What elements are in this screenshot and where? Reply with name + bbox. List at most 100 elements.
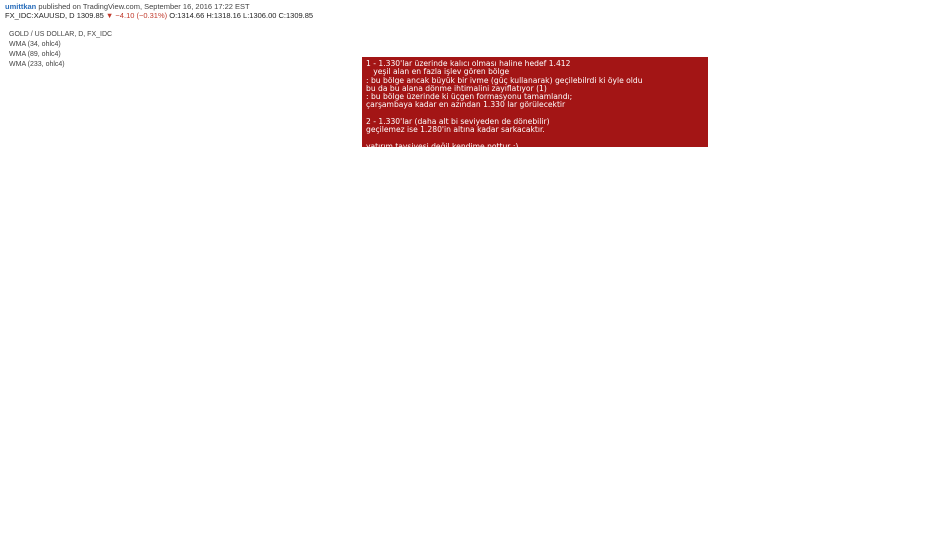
candle-body	[364, 155, 368, 157]
candle-body	[728, 324, 732, 330]
legend-wma89[interactable]: WMA (89, ohlc4)	[9, 51, 61, 58]
time-tick-label: 2012	[159, 537, 174, 544]
candle-body	[496, 275, 500, 279]
candle-body	[118, 93, 122, 104]
candle-body	[860, 228, 864, 232]
candle-body	[540, 249, 544, 252]
candle-body	[428, 257, 432, 268]
candle-body	[644, 265, 648, 269]
legend-wma233[interactable]: WMA (233, ohlc4)	[9, 61, 65, 68]
candle-body	[165, 133, 169, 137]
candle-body	[273, 132, 277, 136]
fib-zone-left-blue	[117, 168, 225, 246]
publish-info: published on TradingView.com, September …	[38, 2, 250, 11]
fib-column-right	[769, 24, 797, 352]
candle-body	[469, 254, 473, 262]
candle-body	[674, 285, 678, 290]
candle-body	[843, 243, 847, 245]
candle-body	[240, 135, 244, 147]
candle-body	[243, 146, 247, 153]
price-tick-label: 1200.00	[903, 281, 927, 288]
candle-body	[813, 261, 817, 271]
candle-body	[459, 238, 463, 245]
candle-body	[374, 166, 378, 176]
candle-body	[769, 283, 773, 290]
candle-body	[226, 122, 230, 125]
candle-body	[668, 282, 672, 287]
price-label: 1412.31	[903, 209, 928, 216]
candle-body	[435, 243, 439, 253]
candle-body	[826, 244, 830, 248]
candle-body	[182, 156, 186, 160]
candle-body	[742, 323, 746, 331]
rsi-band	[0, 410, 900, 490]
candle-body	[556, 252, 560, 258]
candle-body	[401, 224, 405, 228]
price-label: 1309.85	[903, 244, 928, 251]
candle-body	[654, 279, 658, 286]
candle-body	[482, 262, 486, 273]
fib-column-right-blue	[769, 198, 797, 257]
uptrend-line-1	[760, 252, 887, 338]
candle-body	[634, 269, 638, 278]
candle-body	[41, 216, 45, 227]
candle-body	[796, 269, 800, 271]
price-change: ▼ −4.10 (−0.31%)	[105, 11, 168, 20]
candle-body	[519, 249, 523, 252]
candle-body	[44, 209, 48, 218]
candle-body	[776, 273, 779, 281]
candle-body	[68, 183, 72, 187]
candle-body	[152, 102, 156, 115]
candle-body	[307, 100, 311, 110]
candle-body	[755, 309, 759, 314]
candle-body	[58, 192, 62, 206]
candle-body	[722, 316, 726, 319]
candle-body	[691, 304, 695, 309]
green-support-zone	[352, 247, 887, 257]
author-link[interactable]: umittkan	[5, 2, 37, 11]
analysis-note: 1 - 1.330'lar üzerinde kalıcı olması hal…	[362, 57, 708, 147]
fib-label-right: 0.5(1164.85)	[728, 293, 767, 300]
candle-body	[476, 264, 479, 270]
candle-body	[610, 291, 614, 295]
fib-label-right: 2.618(1645.89)	[720, 129, 767, 136]
candle-body	[159, 116, 163, 130]
candle-body	[445, 230, 449, 236]
candle-body	[176, 146, 179, 155]
candle-body	[331, 119, 335, 124]
candle-body	[577, 266, 581, 275]
candle-body	[486, 265, 490, 273]
candle-body	[189, 152, 193, 155]
candle-body	[418, 258, 422, 267]
candle-body	[829, 244, 833, 247]
candle-body	[81, 172, 85, 176]
candle-body	[530, 235, 533, 245]
candle-body	[442, 234, 446, 240]
candle-body	[395, 213, 399, 223]
candle-body	[304, 88, 308, 101]
time-tick-label: Sep	[572, 537, 584, 544]
candle-body	[563, 253, 567, 267]
candle-body	[590, 274, 594, 277]
candle-body	[432, 251, 436, 259]
candle-body	[752, 312, 756, 319]
candle-body	[688, 302, 692, 305]
candle-body	[880, 244, 884, 247]
candle-body	[199, 127, 203, 137]
fib-zone-left	[117, 74, 225, 93]
fib-label-right: 0.786(1229.81)	[720, 271, 767, 278]
candle-body	[34, 229, 38, 235]
candle-body	[422, 266, 426, 270]
symbol-name[interactable]: FX_IDC:XAUUSD, D	[5, 11, 75, 20]
candle-body	[583, 270, 587, 274]
candle-body	[344, 127, 348, 131]
legend-title: GOLD / US DOLLAR, D, FX_IDC	[9, 31, 113, 38]
price-tick-label: 1550.00	[903, 162, 927, 169]
candle-body	[95, 149, 99, 154]
candle-body	[405, 226, 409, 238]
candle-body	[799, 266, 803, 270]
price-tick-label: 1100.00	[903, 315, 926, 322]
legend-wma34[interactable]: WMA (34, ohlc4)	[9, 41, 61, 48]
candle-body	[385, 186, 388, 201]
candle-body	[732, 322, 736, 326]
